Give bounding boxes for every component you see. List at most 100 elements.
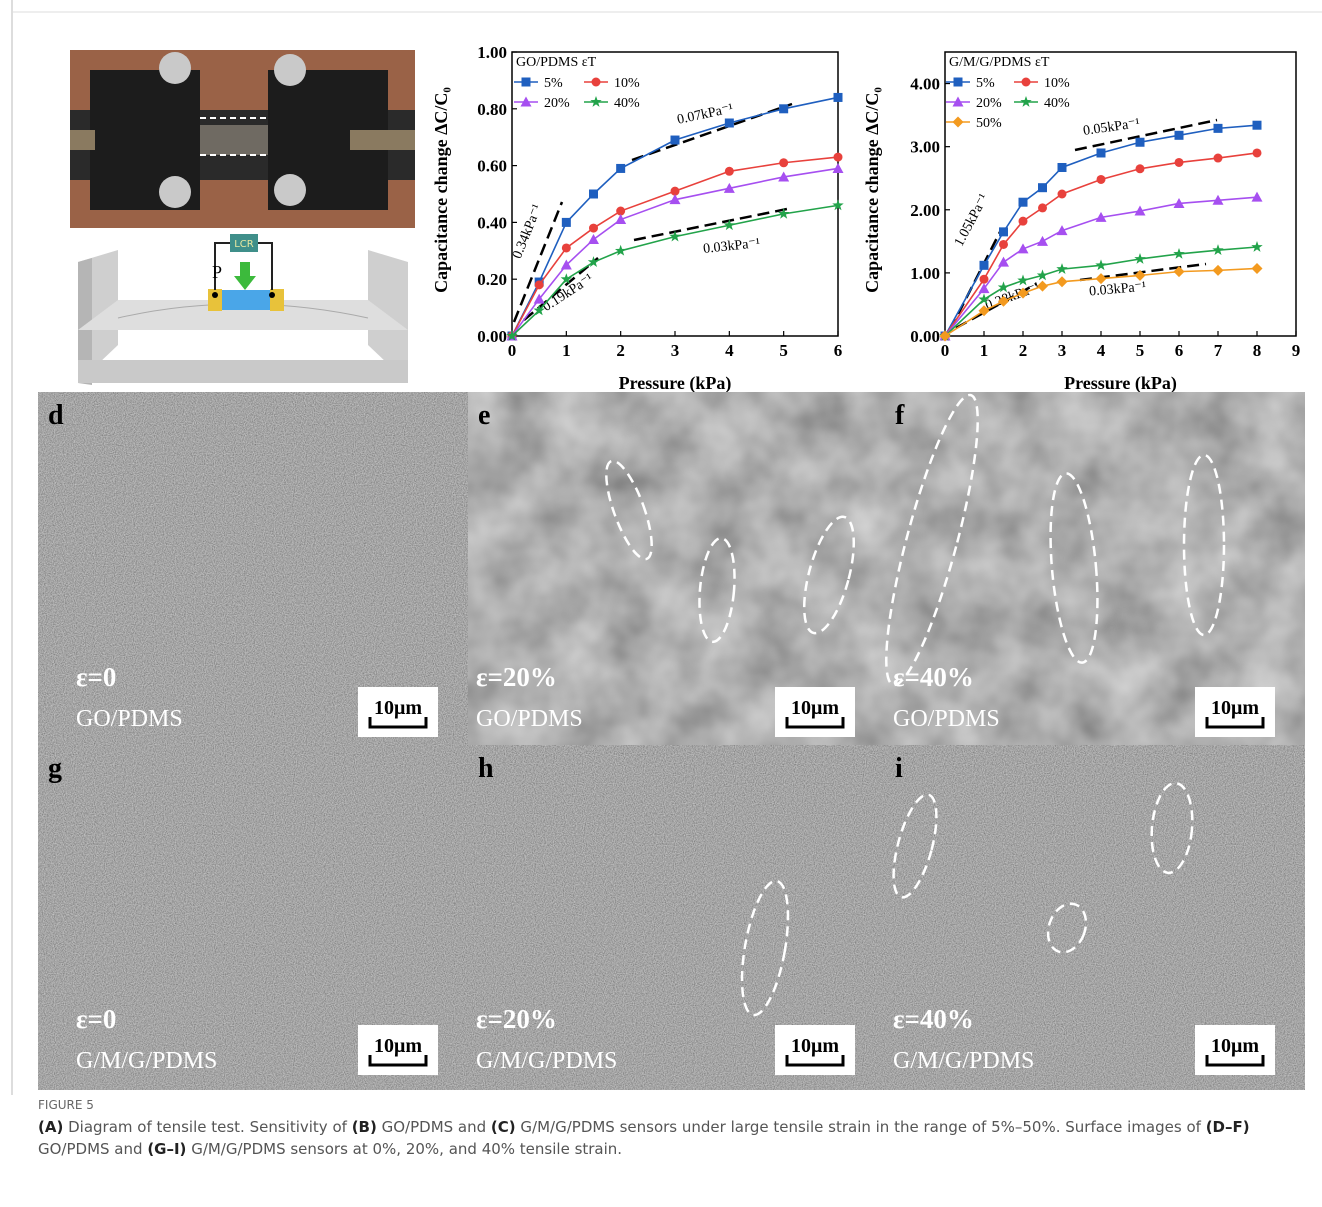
annotation: 0.03kPa⁻¹ [1089,280,1147,300]
material-label: G/M/G/PDMS [893,1048,1034,1074]
marker [1019,198,1028,207]
marker [999,240,1008,249]
legend-marker [1022,78,1031,87]
marker [1057,276,1068,287]
material-label: G/M/G/PDMS [76,1048,217,1074]
marker [999,227,1008,236]
x-tick-label: 1 [562,341,571,360]
marker [1097,148,1106,157]
legend-label: 10% [1044,76,1070,91]
caption-segment: GO/PDMS and [38,1140,147,1158]
strain-label: ε=0 [76,1004,116,1034]
caption-segment: (C) [491,1118,516,1136]
marker [535,280,544,289]
marker [998,257,1009,267]
marker [1136,138,1145,147]
marker [562,218,571,227]
legend-label: 10% [614,76,640,91]
marker [1214,154,1223,163]
marker [1175,131,1184,140]
marker [725,119,734,128]
x-tick-label: 3 [1058,341,1067,360]
meter-label: LCR [234,239,254,250]
x-axis-label: Pressure (kPa) [1064,373,1177,394]
series-line [512,157,838,336]
y-tick-label: 1.00 [910,264,940,283]
legend-marker [953,117,964,128]
marker [1214,124,1223,133]
legend-marker [954,78,963,87]
marker [1019,217,1028,226]
panel-letter: g [48,753,62,784]
legend-marker [590,96,601,107]
marker [1252,192,1263,202]
x-tick-label: 2 [616,341,625,360]
legend-label: 40% [614,96,640,111]
legend-marker [1020,96,1031,107]
legend-label: 5% [544,76,563,91]
scale-label: 10μm [374,1035,422,1057]
caption-segment: (G–I) [147,1140,186,1158]
strain-label: ε=20% [476,1004,557,1034]
legend-label: 5% [976,76,995,91]
y-tick-label: 0.00 [910,327,940,346]
x-tick-label: 1 [980,341,989,360]
x-tick-label: 6 [834,341,843,360]
marker [588,234,599,244]
marker [1097,175,1106,184]
annotation: 0.34kPa⁻¹ [510,202,545,261]
x-tick-label: 5 [1136,341,1145,360]
annotation: 0.05kPa⁻¹ [1082,116,1141,139]
marker [1175,158,1184,167]
x-tick-label: 0 [941,341,950,360]
marker [615,245,626,256]
scale-label: 10μm [1211,697,1259,719]
panel-letter: d [48,400,64,431]
y-tick-label: 0.80 [477,100,507,119]
annotation: 0.03kPa⁻¹ [702,236,760,257]
scale-label: 10μm [791,1035,839,1057]
marker [1058,190,1067,199]
x-tick-label: 9 [1292,341,1301,360]
strain-label: ε=40% [893,662,974,692]
marker [1095,259,1106,270]
y-tick-label: 0.60 [477,157,507,176]
caption-segment: (D–F) [1206,1118,1250,1136]
x-tick-label: 0 [508,341,517,360]
material-label: G/M/G/PDMS [476,1048,617,1074]
fit-line [634,208,792,240]
legend-marker [592,78,601,87]
schematic: LCR P [78,234,408,385]
y-tick-label: 0.20 [477,270,507,289]
x-tick-label: 5 [779,341,788,360]
marker [616,164,625,173]
x-tick-label: 7 [1214,341,1223,360]
marker [1058,163,1067,172]
scale-label: 10μm [791,697,839,719]
marker [833,163,844,173]
x-tick-label: 4 [725,341,734,360]
strain-label: ε=0 [76,662,116,692]
y-tick-label: 0.40 [477,213,507,232]
caption-segment: (A) [38,1118,63,1136]
legend-label: 50% [976,116,1002,131]
sem-panel: fε=40%GO/PDMS10μm [869,389,1305,745]
legend-title: G/M/G/PDMS εT [949,55,1050,70]
scale-label: 10μm [374,697,422,719]
marker [1018,243,1029,253]
y-axis-label: Capacitance change ΔC/C₀ [431,87,451,293]
caption-segment: GO/PDMS and [377,1118,491,1136]
caption: FIGURE 5 (A) Diagram of tensile test. Se… [38,1098,1308,1160]
scale-label: 10μm [1211,1035,1259,1057]
material-label: GO/PDMS [893,706,1000,732]
marker [980,275,989,284]
marker [1038,183,1047,192]
marker [615,214,626,224]
marker [589,190,598,199]
legend-title: GO/PDMS εT [516,55,597,70]
x-tick-label: 3 [671,341,680,360]
marker [834,153,843,162]
